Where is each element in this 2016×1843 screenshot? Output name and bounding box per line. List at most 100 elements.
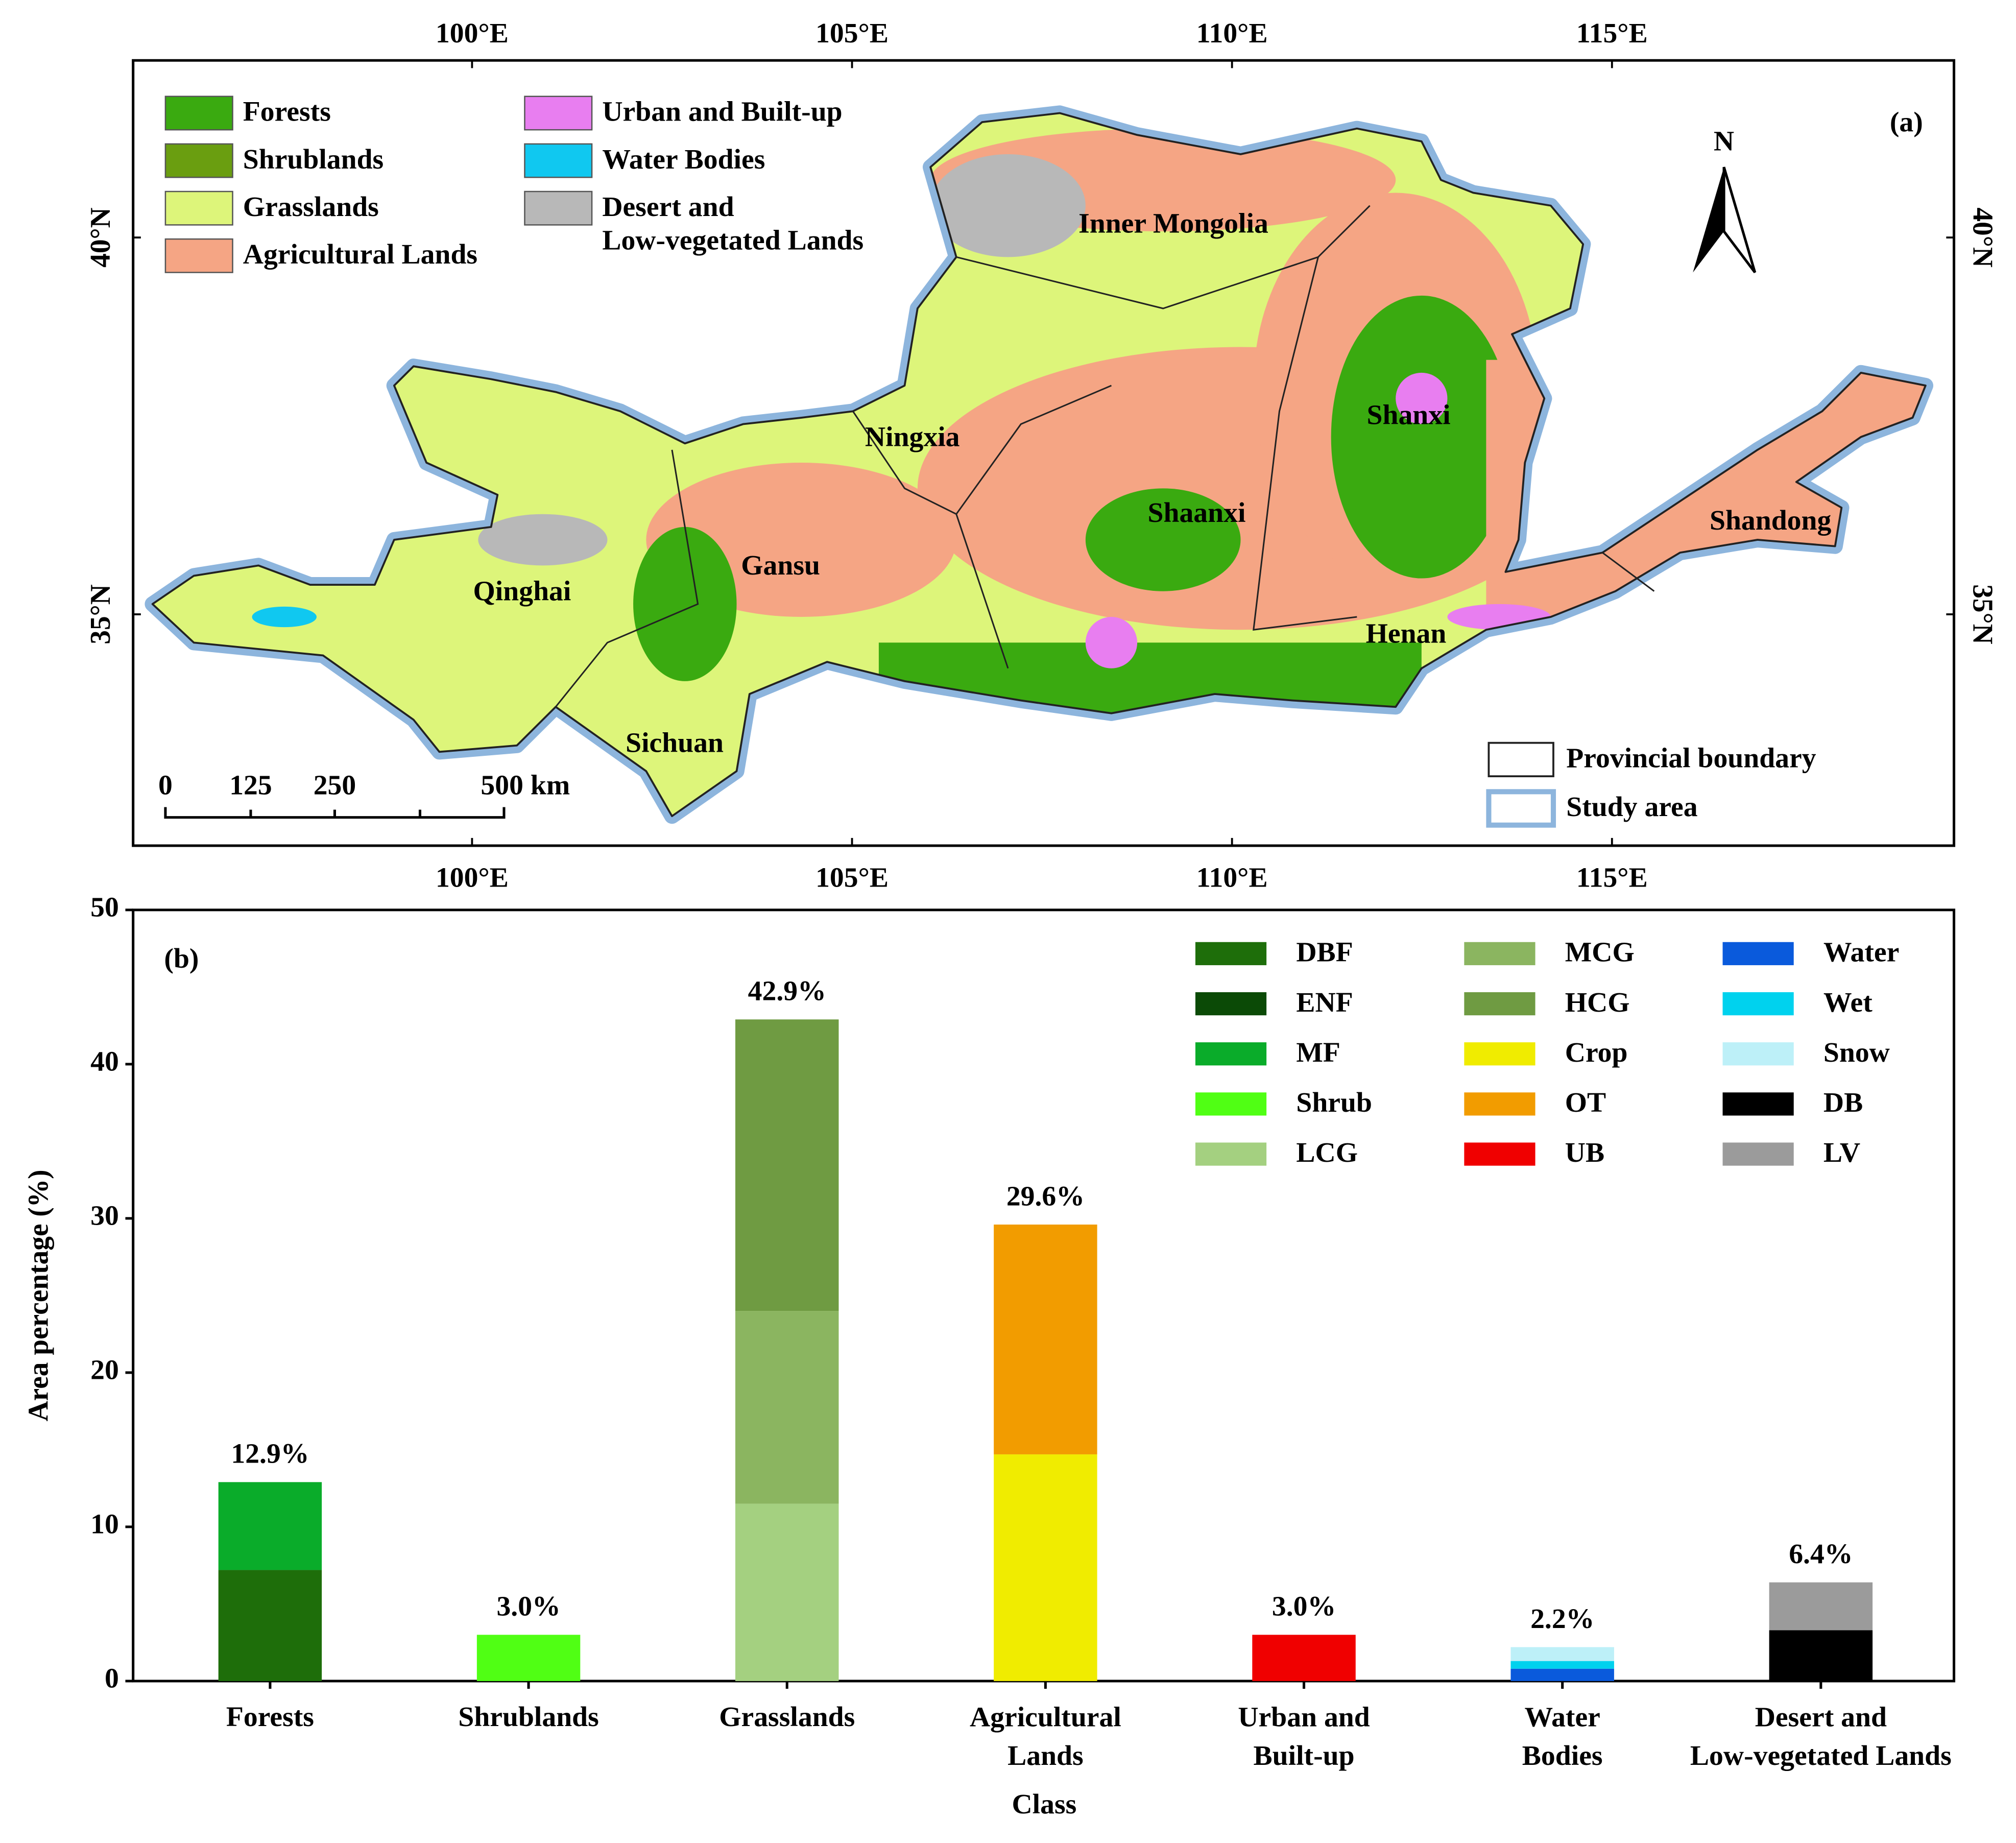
bar-segment [994, 1454, 1097, 1681]
bar-segment [1510, 1661, 1614, 1669]
legend-label: LV [1823, 1137, 1860, 1168]
y-tick-label: 30 [90, 1201, 119, 1232]
bar-segment [218, 1482, 322, 1570]
legend-swatch [164, 95, 233, 131]
legend-label: Shrublands [243, 144, 383, 175]
legend-label: Urban and Built-up [602, 97, 842, 128]
x-tick-label: 100°E [436, 18, 509, 49]
legend-swatch [524, 95, 593, 131]
legend-swatch [1722, 1142, 1794, 1166]
legend-swatch [524, 143, 593, 178]
x-tick-label: Water Bodies [1522, 1702, 1603, 1771]
legend-label: Study area [1566, 792, 1697, 823]
legend-swatch [1195, 942, 1267, 966]
legend-swatch [1464, 992, 1535, 1016]
x-tick-label: 100°E [436, 863, 509, 894]
x-tick-label: 115°E [1576, 863, 1648, 894]
province-label: Qinghai [473, 576, 571, 607]
legend-swatch [1195, 992, 1267, 1016]
scale-label: 500 km [481, 770, 570, 801]
legend-label: HCG [1565, 987, 1630, 1018]
legend-swatch [524, 190, 593, 226]
x-tick-label: Urban and Built-up [1238, 1702, 1370, 1771]
legend-label: LCG [1296, 1137, 1358, 1168]
bar-segment [1252, 1635, 1356, 1681]
legend-label: Provincial boundary [1566, 743, 1816, 774]
legend-label: Water Bodies [602, 144, 765, 175]
bar-segment [735, 1019, 839, 1311]
legend-swatch [1464, 1042, 1535, 1066]
legend-swatch [1464, 1092, 1535, 1116]
legend-swatch [164, 238, 233, 273]
legend-swatch [1464, 942, 1535, 966]
legend-label: Shrub [1296, 1087, 1372, 1118]
bar-segment [735, 1311, 839, 1504]
province-label: Gansu [741, 550, 820, 581]
legend-label: DBF [1296, 937, 1353, 968]
legend-swatch [1195, 1092, 1267, 1116]
y-tick-label: 40°N [1966, 207, 1998, 267]
x-tick-label: 110°E [1196, 18, 1268, 49]
province-label: Ningxia [865, 422, 960, 453]
x-tick-label: Desert and Low-vegetated Lands [1690, 1702, 1952, 1771]
legend-label: Snow [1823, 1037, 1890, 1068]
total-label: 3.0% [496, 1591, 560, 1622]
scale-label: 125 [229, 770, 272, 801]
bar-segment [218, 1570, 322, 1681]
legend-label: UB [1565, 1137, 1604, 1168]
legend-swatch [1195, 1042, 1267, 1066]
province-label: Inner Mongolia [1078, 208, 1268, 240]
legend-swatch [1722, 992, 1794, 1016]
bar-segment [1769, 1630, 1873, 1681]
total-label: 42.9% [748, 976, 826, 1007]
panel-label: (a) [1890, 107, 1923, 138]
x-tick-label: 115°E [1576, 18, 1648, 49]
scale-label: 0 [158, 770, 173, 801]
boundary-legend: Provincial boundary Study area [1486, 741, 1816, 828]
legend-swatch [1722, 1042, 1794, 1066]
legend-label: Grasslands [243, 192, 379, 223]
bar-segment [1510, 1647, 1614, 1661]
province-label: Shaanxi [1148, 497, 1246, 529]
total-label: 29.6% [1006, 1181, 1085, 1212]
x-tick-label: Shrublands [458, 1702, 598, 1733]
legend-label: Wet [1823, 987, 1873, 1018]
y-tick-label: 10 [90, 1509, 119, 1540]
legend-label: ENF [1296, 987, 1353, 1018]
province-label: Henan [1366, 618, 1447, 650]
legend-label: Forests [243, 97, 331, 128]
y-tick-label: 0 [105, 1663, 119, 1694]
x-tick-label: 110°E [1196, 863, 1268, 894]
legend-swatch [1722, 942, 1794, 966]
x-axis-title: Class [1012, 1789, 1076, 1820]
y-tick-label: 35°N [85, 584, 116, 644]
legend-label: Agricultural Lands [243, 239, 477, 270]
y-tick-label: 40 [90, 1046, 119, 1078]
province-label: Shandong [1710, 505, 1832, 536]
bar-segment [1510, 1668, 1614, 1681]
y-tick-label: 50 [90, 892, 119, 923]
legend-label: DB [1823, 1087, 1863, 1118]
x-tick-label: 105°E [815, 863, 889, 894]
total-label: 12.9% [231, 1439, 309, 1470]
legend-swatch [1464, 1142, 1535, 1166]
legend-swatch [1195, 1142, 1267, 1166]
y-axis-title: Area percentage (%) [23, 1169, 55, 1421]
legend-swatch [164, 143, 233, 178]
legend-swatch [164, 190, 233, 226]
total-label: 6.4% [1789, 1539, 1853, 1570]
total-label: 2.2% [1530, 1603, 1594, 1635]
legend-label: Crop [1565, 1037, 1628, 1068]
y-tick-label: 20 [90, 1355, 119, 1386]
bar-segment [476, 1635, 581, 1681]
x-tick-label: Grasslands [719, 1702, 855, 1733]
bar-segment [735, 1503, 839, 1681]
scale-label: 250 [314, 770, 356, 801]
x-tick-label: Agricultural Lands [970, 1702, 1121, 1771]
legend-swatch [1722, 1092, 1794, 1116]
total-label: 3.0% [1272, 1591, 1336, 1622]
x-tick-label: 105°E [815, 18, 889, 49]
x-tick-label: Forests [226, 1702, 314, 1733]
y-tick-label: 40°N [85, 207, 116, 267]
